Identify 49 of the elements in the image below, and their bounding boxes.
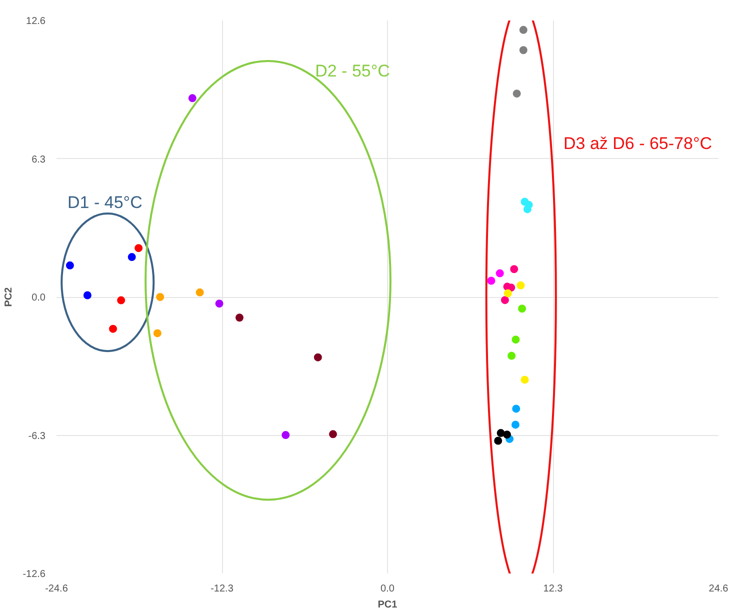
x-tick-label: 12.3 <box>543 584 564 594</box>
annotation: D1 - 45°C <box>68 193 142 212</box>
x-tick-label: 24.6 <box>708 584 729 594</box>
point <box>235 314 244 322</box>
x-tick-label: -24.6 <box>45 584 68 594</box>
point <box>512 404 520 413</box>
point <box>196 288 204 296</box>
point <box>523 205 532 214</box>
point <box>496 429 505 438</box>
point <box>134 244 143 252</box>
y-tick-label: 6.3 <box>32 154 46 166</box>
annotation: D2 - 55°C <box>315 61 390 80</box>
point <box>516 281 525 290</box>
point <box>487 276 496 285</box>
point <box>117 296 126 304</box>
point <box>519 26 528 34</box>
point <box>512 90 521 98</box>
point <box>329 430 338 438</box>
y-tick-label: 12.6 <box>26 16 46 27</box>
point <box>500 296 509 304</box>
point <box>128 253 136 262</box>
point <box>496 269 504 278</box>
point <box>153 329 162 338</box>
point <box>510 265 518 274</box>
point <box>109 324 118 333</box>
x-tick-label: -12.3 <box>210 584 234 594</box>
point <box>504 289 512 298</box>
point <box>518 304 526 313</box>
y-tick-label: 0.0 <box>32 292 46 304</box>
point <box>508 352 516 360</box>
y-tick-label: -12.6 <box>22 569 46 580</box>
annotation: D3 až D6 - 65-78°C <box>564 134 712 153</box>
point <box>520 376 529 384</box>
y-tick-label: -6.3 <box>28 430 46 442</box>
point <box>188 94 196 102</box>
point <box>502 430 511 439</box>
point <box>156 293 164 301</box>
x-tick-label: 0.0 <box>380 584 395 594</box>
point <box>66 261 74 270</box>
x-axis-title: PC1 <box>378 600 398 610</box>
point <box>314 353 322 362</box>
point <box>511 420 520 429</box>
point <box>494 436 502 445</box>
point <box>512 336 520 344</box>
point <box>215 300 224 308</box>
point <box>282 431 290 440</box>
point <box>519 46 528 54</box>
point <box>83 291 92 300</box>
y-axis-title: PC2 <box>4 286 15 307</box>
